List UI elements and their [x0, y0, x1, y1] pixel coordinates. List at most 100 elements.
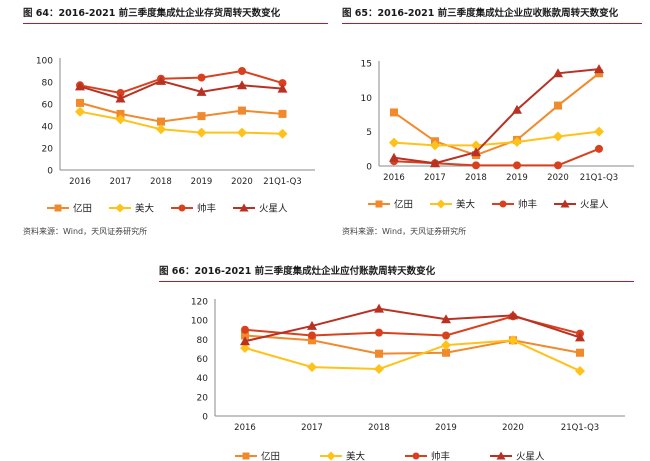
data-point: [115, 93, 126, 103]
legend-label: 亿田: [73, 203, 92, 215]
x-tick-label: 2020: [231, 177, 253, 187]
data-point: [307, 320, 317, 330]
y-tick-label: 40: [42, 123, 54, 133]
series-line: [244, 315, 581, 337]
x-tick-label: 2020: [547, 173, 569, 183]
chart-title: 图 64：2016-2021 前三季度集成灶企业存货周转天数变化: [23, 8, 281, 19]
x-tick-label: 2016: [69, 177, 91, 187]
legend-marker: [496, 451, 506, 460]
data-point: [75, 81, 85, 91]
data-point: [75, 106, 85, 117]
data-point: [442, 348, 450, 357]
chart-66-plot: 0 20 40 60 80 100 120 2016 2017 2018 2019 2020 21Q1-…: [191, 298, 625, 461]
data-point: [277, 83, 288, 93]
data-point: [508, 310, 518, 320]
legend-marker: [54, 204, 62, 212]
data-point: [508, 335, 518, 346]
data-point: [553, 68, 563, 78]
x-tick-label: 2019: [435, 423, 457, 433]
data-point: [553, 131, 563, 142]
y-tick-label: 15: [361, 60, 372, 70]
data-point: [308, 336, 316, 345]
y-tick-label: 80: [42, 79, 54, 89]
chart-64-plot: 0 20 40 60 80 100 2016 2017 2018 2019 2020 21Q1-Q3 亿…: [36, 57, 315, 215]
data-point: [430, 158, 440, 168]
y-tick-label: 80: [197, 336, 209, 346]
y-tick-label: 60: [197, 355, 209, 365]
data-point: [472, 161, 480, 170]
chart-title: 图 66：2016-2021 前三季度集成灶企业应付账款周转天数变化: [159, 266, 436, 277]
series-line: [393, 68, 600, 165]
legend-label: 美大: [346, 451, 366, 461]
source-note: 资料来源：Wind，天风证券研究所: [342, 227, 467, 236]
legend-label: 火星人: [259, 204, 288, 215]
y-tick-label: 0: [47, 167, 53, 177]
data-point: [595, 144, 603, 153]
legend-marker: [436, 199, 446, 209]
data-point: [512, 136, 522, 147]
series-line: [244, 334, 581, 355]
data-point: [196, 86, 207, 96]
x-tick-label: 21Q1-Q3: [263, 177, 301, 187]
y-tick-label: 100: [191, 317, 208, 327]
legend-marker: [375, 200, 383, 208]
x-tick-label: 2016: [383, 173, 405, 183]
legend-label: 火星人: [516, 452, 545, 461]
legend-label: 亿田: [394, 199, 413, 211]
data-point: [241, 325, 249, 334]
data-point: [513, 161, 521, 170]
data-point: [237, 80, 247, 90]
data-point: [471, 147, 481, 157]
legend-marker: [239, 203, 249, 212]
data-point: [237, 127, 247, 138]
legend-label: 亿田: [261, 451, 280, 461]
data-point: [512, 104, 522, 114]
data-point: [278, 109, 287, 118]
series-line: [79, 101, 283, 123]
data-point: [554, 161, 562, 170]
title-rule: [23, 23, 328, 24]
y-tick-label: 5: [366, 128, 372, 138]
data-point: [441, 340, 451, 351]
y-tick-label: 120: [191, 298, 208, 308]
data-point: [374, 364, 384, 375]
legend-marker: [560, 199, 570, 208]
legend-label: 帅丰: [518, 199, 537, 211]
data-point: [197, 112, 206, 121]
legend-marker: [178, 204, 186, 212]
data-point: [471, 140, 481, 151]
legend-label: 火星人: [580, 200, 609, 211]
x-tick-label: 21Q1-Q3: [580, 173, 618, 183]
data-point: [277, 128, 288, 139]
legend-label: 帅丰: [197, 203, 216, 215]
data-point: [594, 64, 604, 74]
y-tick-label: 60: [42, 101, 54, 111]
legend-label: 美大: [135, 203, 155, 215]
y-tick-label: 20: [197, 393, 209, 403]
title-rule: [342, 23, 642, 24]
y-tick-label: 0: [366, 163, 372, 173]
data-point: [575, 332, 585, 342]
data-point: [240, 336, 250, 346]
y-tick-label: 40: [197, 374, 209, 384]
data-point: [240, 342, 250, 353]
data-point: [76, 98, 84, 107]
series-line: [79, 79, 283, 100]
series-line: [244, 307, 581, 343]
legend-marker: [326, 451, 336, 461]
data-point: [374, 303, 384, 313]
data-point: [238, 67, 246, 75]
data-point: [430, 140, 440, 151]
y-tick-label: 20: [42, 145, 54, 155]
x-tick-label: 2018: [465, 173, 487, 183]
x-tick-label: 2019: [191, 177, 213, 187]
x-tick-label: 2018: [368, 423, 390, 433]
data-point: [442, 331, 450, 340]
data-point: [389, 137, 399, 148]
data-point: [196, 127, 207, 138]
data-point: [308, 331, 316, 340]
x-tick-label: 21Q1-Q3: [561, 423, 599, 433]
data-point: [156, 124, 166, 135]
data-point: [594, 126, 604, 137]
x-tick-label: 2017: [110, 177, 132, 187]
